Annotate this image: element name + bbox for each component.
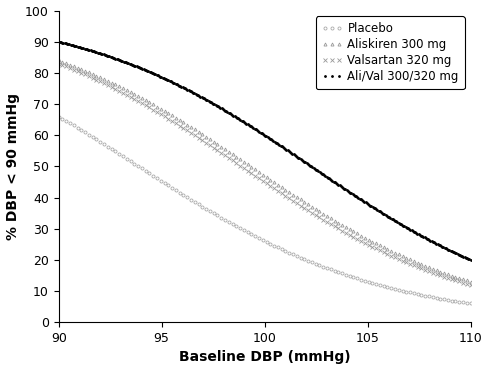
- Ali/Val 300/320 mg: [165, 78, 171, 83]
- Ali/Val 300/320 mg: [246, 123, 252, 127]
- Placebo: [441, 297, 447, 302]
- Aliskiren 300 mg: [468, 279, 473, 284]
- Line: Aliskiren 300 mg: Aliskiren 300 mg: [57, 59, 472, 283]
- X-axis label: Baseline DBP (mmHg): Baseline DBP (mmHg): [179, 350, 350, 364]
- Ali/Val 300/320 mg: [468, 258, 473, 262]
- Valsartan 320 mg: [347, 232, 353, 237]
- Aliskiren 300 mg: [441, 271, 447, 275]
- Placebo: [177, 190, 183, 195]
- Valsartan 320 mg: [244, 168, 250, 173]
- Aliskiren 300 mg: [177, 118, 183, 122]
- Aliskiren 300 mg: [244, 162, 250, 166]
- Valsartan 320 mg: [177, 124, 183, 128]
- Placebo: [347, 274, 353, 278]
- Y-axis label: % DBP < 90 mmHg: % DBP < 90 mmHg: [5, 93, 20, 240]
- Line: Ali/Val 300/320 mg: Ali/Val 300/320 mg: [57, 40, 472, 261]
- Placebo: [56, 114, 61, 119]
- Aliskiren 300 mg: [256, 170, 262, 174]
- Valsartan 320 mg: [256, 176, 262, 181]
- Ali/Val 300/320 mg: [462, 255, 468, 259]
- Line: Valsartan 320 mg: Valsartan 320 mg: [57, 62, 472, 286]
- Ali/Val 300/320 mg: [275, 142, 281, 147]
- Aliskiren 300 mg: [56, 58, 61, 63]
- Valsartan 320 mg: [56, 61, 61, 66]
- Line: Placebo: Placebo: [57, 115, 472, 305]
- Placebo: [256, 236, 262, 240]
- Valsartan 320 mg: [441, 274, 447, 279]
- Ali/Val 300/320 mg: [299, 158, 305, 162]
- Aliskiren 300 mg: [347, 227, 353, 232]
- Valsartan 320 mg: [456, 279, 462, 284]
- Ali/Val 300/320 mg: [56, 40, 61, 44]
- Valsartan 320 mg: [468, 283, 473, 287]
- Ali/Val 300/320 mg: [450, 250, 456, 254]
- Placebo: [244, 230, 250, 235]
- Placebo: [456, 300, 462, 304]
- Placebo: [468, 301, 473, 306]
- Aliskiren 300 mg: [456, 276, 462, 280]
- Legend: Placebo, Aliskiren 300 mg, Valsartan 320 mg, Ali/Val 300/320 mg: Placebo, Aliskiren 300 mg, Valsartan 320…: [316, 16, 465, 89]
